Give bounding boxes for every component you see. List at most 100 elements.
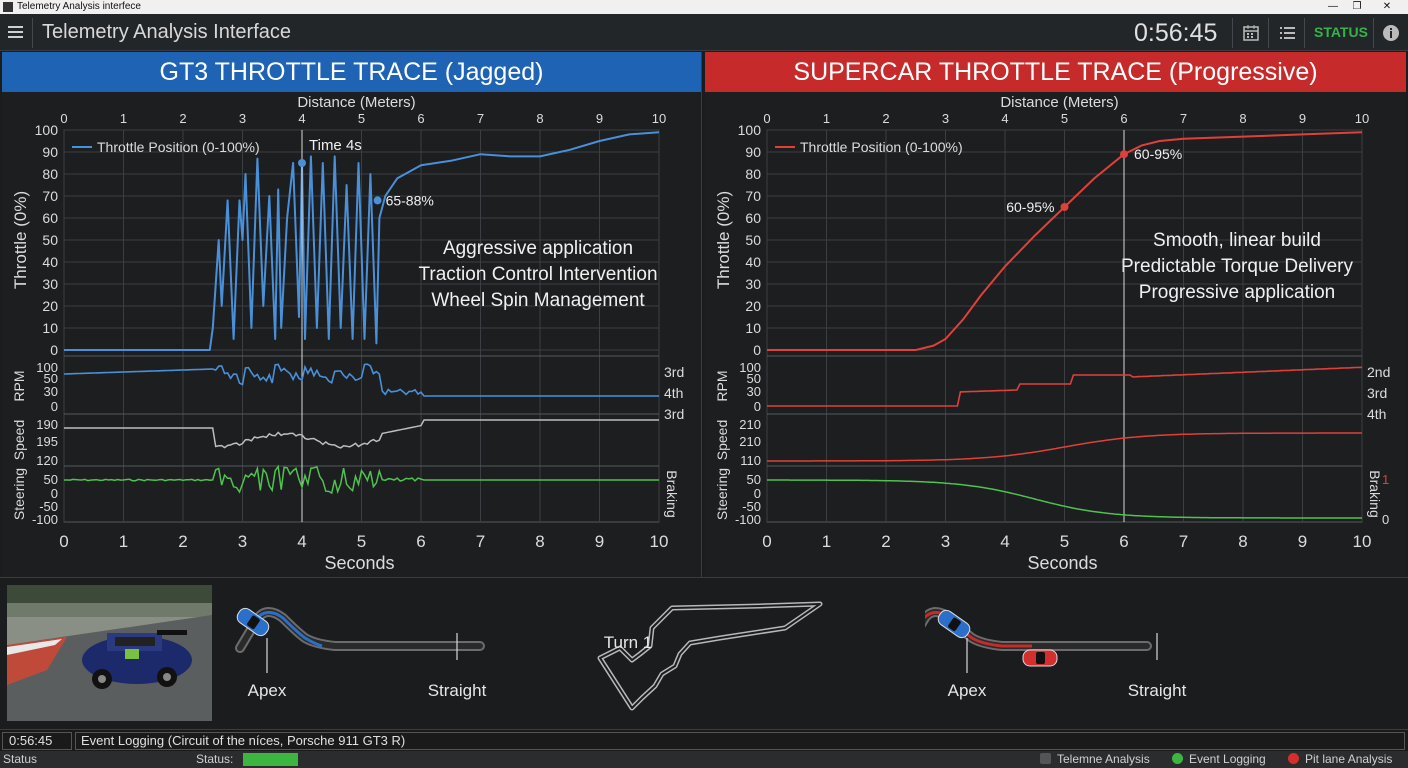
throttle-series-line xyxy=(64,131,660,351)
top-x-tick-label: 0 xyxy=(60,111,67,126)
braking-axis-label: Braking xyxy=(1367,470,1383,517)
bottom-x-tick-label: 10 xyxy=(1353,532,1372,551)
top-x-tick-label: 5 xyxy=(1061,111,1068,126)
rpm-tick-label: 50 xyxy=(747,371,761,386)
annotation-note: Aggressive application xyxy=(443,238,633,259)
top-x-tick-label: 7 xyxy=(1180,111,1187,126)
annotation-note: Traction Control Intervention xyxy=(418,264,657,285)
rpm-tick-label: 0 xyxy=(51,399,58,414)
bottom-x-tick-label: 5 xyxy=(1060,532,1069,551)
rpm-tick-label: 100 xyxy=(739,360,761,375)
rpm-tick-label: 30 xyxy=(44,384,58,399)
throttle-tick-label: 60 xyxy=(42,210,58,226)
hamburger-menu-icon[interactable] xyxy=(6,22,26,42)
speed-tick-label: 120 xyxy=(36,453,58,468)
rpm-tick-label: 0 xyxy=(754,399,761,414)
event-logging-indicator[interactable]: Event Logging xyxy=(1172,751,1266,768)
red-dot-icon xyxy=(1288,753,1299,764)
event-log-bar: 0:56:45 Event Logging (Circuit of the ní… xyxy=(0,729,1408,751)
annotation-note: Predictable Torque Delivery xyxy=(1121,256,1353,277)
bottom-x-tick-label: 3 xyxy=(238,532,247,551)
legend-label: Throttle Position (0-100%) xyxy=(800,139,963,155)
rpm-axis-label: RPM xyxy=(11,370,27,401)
gt3-car-icon xyxy=(937,609,971,639)
top-x-tick-label: 2 xyxy=(882,111,889,126)
status-button[interactable]: STATUS xyxy=(1314,24,1368,40)
rpm-series-line xyxy=(767,366,1363,407)
supercar-trace-panel: SUPERCAR THROTTLE TRACE (Progressive) 0 0… xyxy=(705,52,1406,577)
gear-label: 3rd xyxy=(664,364,684,380)
straight-label: Straight xyxy=(1128,681,1187,700)
speed-series-line xyxy=(64,419,659,449)
top-x-tick-label: 8 xyxy=(1239,111,1246,126)
telemetry-analysis-indicator[interactable]: Telemne Analysis xyxy=(1040,751,1150,768)
apex-label: Apex xyxy=(248,681,287,700)
bottom-axis-label: Seconds xyxy=(324,553,394,573)
throttle-tick-label: 80 xyxy=(745,166,761,182)
status-bar: Status Status: Telemne Analysis Event Lo… xyxy=(0,751,1408,768)
steering-tick-label: -100 xyxy=(735,512,761,527)
throttle-tick-label: 0 xyxy=(50,342,58,358)
bottom-x-tick-label: 1 xyxy=(119,532,128,551)
info-icon[interactable] xyxy=(1381,23,1401,43)
straight-label: Straight xyxy=(428,681,487,700)
braking-axis-label: Braking xyxy=(664,470,680,517)
window-titlebar: Telemetry Analysis interfece — ❐ ✕ xyxy=(0,0,1408,14)
app-icon xyxy=(3,2,13,12)
header-divider xyxy=(1373,18,1374,48)
supercar-icon xyxy=(1022,649,1058,667)
top-x-tick-label: 10 xyxy=(652,111,666,126)
top-x-tick-label: 4 xyxy=(1001,111,1008,126)
speed-series-line xyxy=(767,432,1362,462)
list-icon[interactable] xyxy=(1277,23,1297,43)
bottom-x-tick-label: 7 xyxy=(476,532,485,551)
throttle-tick-label: 70 xyxy=(42,188,58,204)
steering-tick-label: -50 xyxy=(39,499,58,514)
turn-label: Turn 1 xyxy=(604,633,653,652)
speed-tick-label: 195 xyxy=(36,434,58,449)
speed-axis-label: Speed xyxy=(714,420,730,460)
app-header: Telemetry Analysis Interface 0:56:45 STA… xyxy=(0,14,1408,51)
annotation-point-label: 60-95% xyxy=(1006,199,1054,215)
maximize-button[interactable]: ❐ xyxy=(1352,1,1362,12)
top-x-tick-label: 6 xyxy=(417,111,424,126)
log-message[interactable]: Event Logging (Circuit of the níces, Por… xyxy=(75,732,1405,750)
throttle-axis-label: Throttle (0%) xyxy=(714,191,733,289)
steering-axis-label: Steering xyxy=(11,468,27,520)
header-divider xyxy=(1304,18,1305,48)
bottom-x-tick-label: 4 xyxy=(297,532,306,551)
throttle-tick-label: 0 xyxy=(753,342,761,358)
throttle-tick-label: 30 xyxy=(42,276,58,292)
throttle-tick-label: 90 xyxy=(745,144,761,160)
app-title: Telemetry Analysis Interface xyxy=(42,21,291,43)
throttle-tick-label: 70 xyxy=(745,188,761,204)
road-surface xyxy=(235,607,485,653)
top-x-tick-label: 6 xyxy=(1120,111,1127,126)
close-button[interactable]: ✕ xyxy=(1382,1,1392,12)
top-x-tick-label: 3 xyxy=(942,111,949,126)
annotation-point-label: 60-95% xyxy=(1134,146,1182,162)
speed-tick-label: 210 xyxy=(739,417,761,432)
throttle-tick-label: 50 xyxy=(745,232,761,248)
track-outline xyxy=(597,601,823,711)
top-x-tick-label: 9 xyxy=(1299,111,1306,126)
steering-tick-label: 0 xyxy=(51,486,58,501)
throttle-tick-label: 30 xyxy=(745,276,761,292)
pit-lane-indicator[interactable]: Pit lane Analysis xyxy=(1288,751,1392,768)
car-photo xyxy=(7,585,212,721)
steering-tick-label: 50 xyxy=(44,472,58,487)
rpm-axis-label: RPM xyxy=(714,370,730,401)
minimize-button[interactable]: — xyxy=(1328,1,1338,12)
racing-line xyxy=(253,611,323,648)
speed-axis-label: Speed xyxy=(11,420,27,460)
annotation-point xyxy=(1060,203,1069,211)
annotation-note: Wheel Spin Management xyxy=(431,290,645,311)
steering-tick-label: 0 xyxy=(754,486,761,501)
throttle-tick-label: 40 xyxy=(745,254,761,270)
annotation-point xyxy=(373,196,382,205)
gt3-panel-title: GT3 THROTTLE TRACE (Jagged) xyxy=(2,52,701,92)
calendar-icon[interactable] xyxy=(1241,23,1261,43)
square-icon xyxy=(1040,753,1051,764)
bottom-x-tick-label: 6 xyxy=(1119,532,1128,551)
annotation-note: Smooth, linear build xyxy=(1153,230,1321,251)
